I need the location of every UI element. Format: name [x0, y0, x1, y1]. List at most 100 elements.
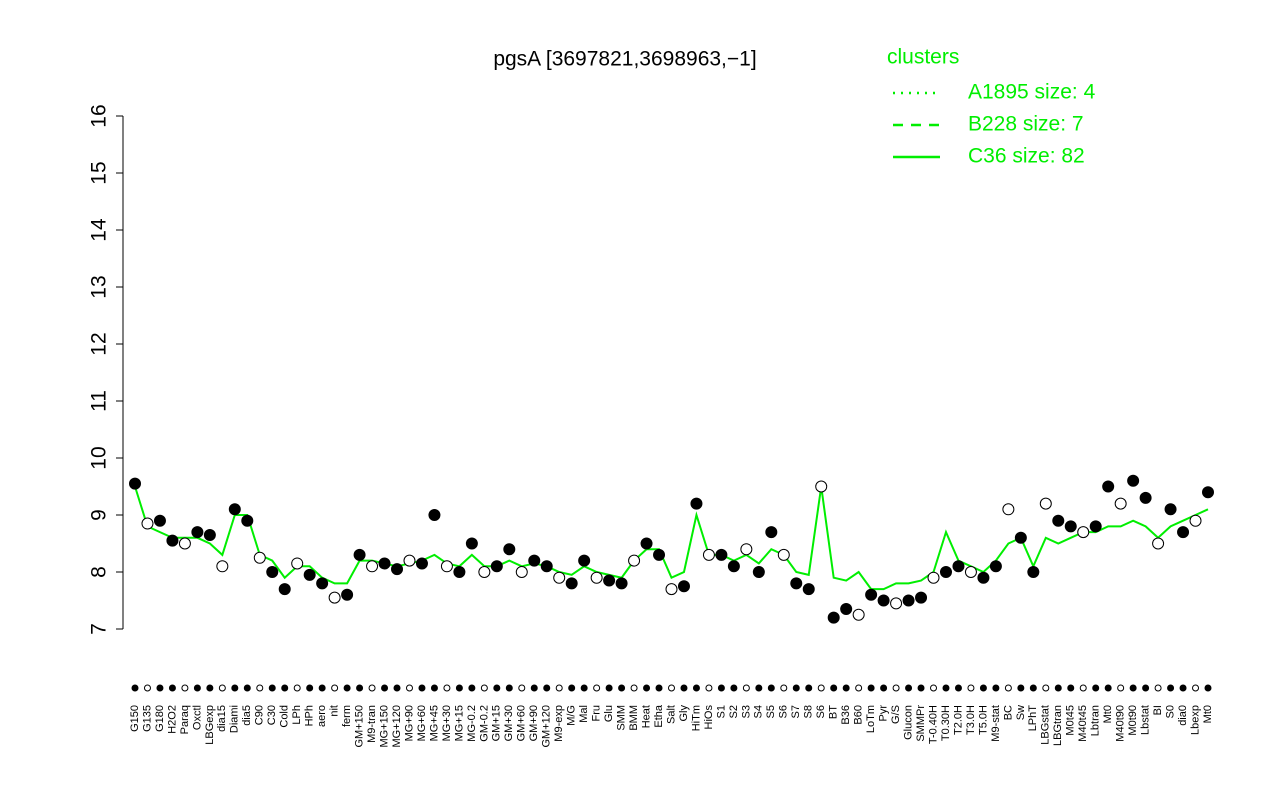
x-tick-label: MG+60	[416, 705, 428, 741]
category-marker	[605, 684, 613, 692]
category-marker	[505, 684, 513, 692]
category-marker	[917, 684, 925, 692]
category-marker	[880, 684, 888, 692]
data-point	[615, 577, 628, 590]
x-tick-label: dia15	[216, 705, 228, 732]
data-point	[478, 566, 491, 578]
x-tick-label: MG+150	[378, 705, 390, 748]
data-point	[1202, 486, 1214, 499]
category-marker	[692, 684, 700, 692]
data-point	[353, 548, 366, 561]
category-marker	[543, 684, 551, 692]
category-marker	[842, 684, 850, 692]
data-point	[565, 577, 578, 590]
x-tick-label: LPh	[291, 705, 303, 725]
y-tick-label: 12	[88, 332, 111, 355]
category-marker	[231, 684, 239, 692]
data-point	[1014, 531, 1027, 544]
x-tick-label: SMMPr	[915, 705, 927, 742]
x-tick-label: M9-stat	[990, 705, 1002, 742]
data-point	[727, 560, 740, 573]
category-marker	[780, 684, 788, 692]
x-tick-label: Mt0	[1202, 705, 1214, 723]
y-tick-label: 14	[88, 218, 111, 242]
category-marker	[193, 684, 201, 692]
data-point	[702, 548, 715, 561]
data-point	[840, 603, 853, 616]
category-marker	[593, 684, 601, 692]
x-tick-label: Salt	[665, 705, 677, 724]
data-point	[877, 594, 890, 607]
data-point	[1127, 474, 1140, 487]
category-marker	[767, 684, 775, 692]
x-tick-label: S3	[740, 705, 752, 718]
x-tick-label: Heat	[640, 705, 652, 728]
data-point	[964, 566, 977, 578]
category-marker	[1192, 684, 1200, 692]
category-marker	[318, 684, 326, 692]
x-tick-label: T2.0H	[952, 705, 964, 735]
data-point	[241, 514, 254, 527]
category-marker	[1179, 684, 1187, 692]
category-marker	[1042, 684, 1050, 692]
data-point	[1039, 497, 1052, 510]
category-marker	[281, 684, 289, 692]
data-point	[590, 571, 603, 584]
category-marker	[343, 684, 351, 692]
x-tick-label: GM+90	[528, 705, 540, 741]
data-point	[690, 497, 703, 510]
x-tick-label: S2	[728, 705, 740, 718]
category-marker	[855, 684, 863, 692]
data-point	[1027, 566, 1040, 578]
x-tick-label: MG+90	[403, 705, 415, 741]
category-marker	[668, 684, 675, 692]
x-tick-label: HPh	[304, 705, 316, 726]
x-tick-label: Glucon	[902, 705, 914, 740]
x-tick-label: Paraq	[179, 705, 191, 734]
data-point	[203, 528, 216, 541]
category-marker	[1079, 684, 1087, 692]
category-marker	[568, 684, 576, 692]
x-tick-label: B60	[853, 705, 865, 725]
category-marker	[992, 684, 1000, 692]
x-tick-label: S6	[778, 705, 790, 718]
category-marker	[206, 684, 214, 692]
x-tick-label: Oxctl	[191, 705, 203, 730]
chart-title: pgsA [3697821,3698963,−1]	[493, 48, 756, 71]
data-point	[1002, 503, 1015, 516]
y-tick-label: 11	[88, 390, 111, 412]
category-marker	[1104, 684, 1112, 692]
data-point	[740, 543, 753, 556]
category-marker	[905, 684, 913, 692]
category-marker	[418, 684, 426, 692]
data-point	[952, 560, 965, 573]
data-point	[915, 591, 928, 604]
x-tick-label: Gly	[678, 705, 690, 722]
data-point	[1164, 503, 1177, 516]
x-tick-label: S4	[753, 705, 765, 718]
data-point	[1177, 526, 1190, 539]
data-point	[291, 557, 304, 570]
data-point	[415, 557, 428, 570]
data-point	[1102, 480, 1115, 493]
data-point	[1114, 497, 1127, 510]
x-tick-label: BMM	[628, 705, 640, 731]
data-point	[827, 611, 840, 624]
category-marker	[1142, 684, 1150, 692]
category-marker	[356, 684, 364, 692]
data-point	[1052, 514, 1065, 527]
data-point	[528, 554, 541, 567]
x-tick-label: M9-exp	[553, 705, 565, 742]
data-point	[216, 560, 229, 573]
x-tick-label: BT	[828, 705, 840, 719]
data-point	[266, 566, 279, 578]
category-marker	[268, 684, 276, 692]
y-tick-label: 9	[88, 509, 111, 521]
data-point	[191, 526, 204, 539]
category-marker	[1054, 684, 1062, 692]
category-marker	[555, 684, 563, 692]
category-marker	[1204, 684, 1212, 692]
data-point	[1077, 526, 1090, 539]
category-marker	[293, 684, 301, 692]
